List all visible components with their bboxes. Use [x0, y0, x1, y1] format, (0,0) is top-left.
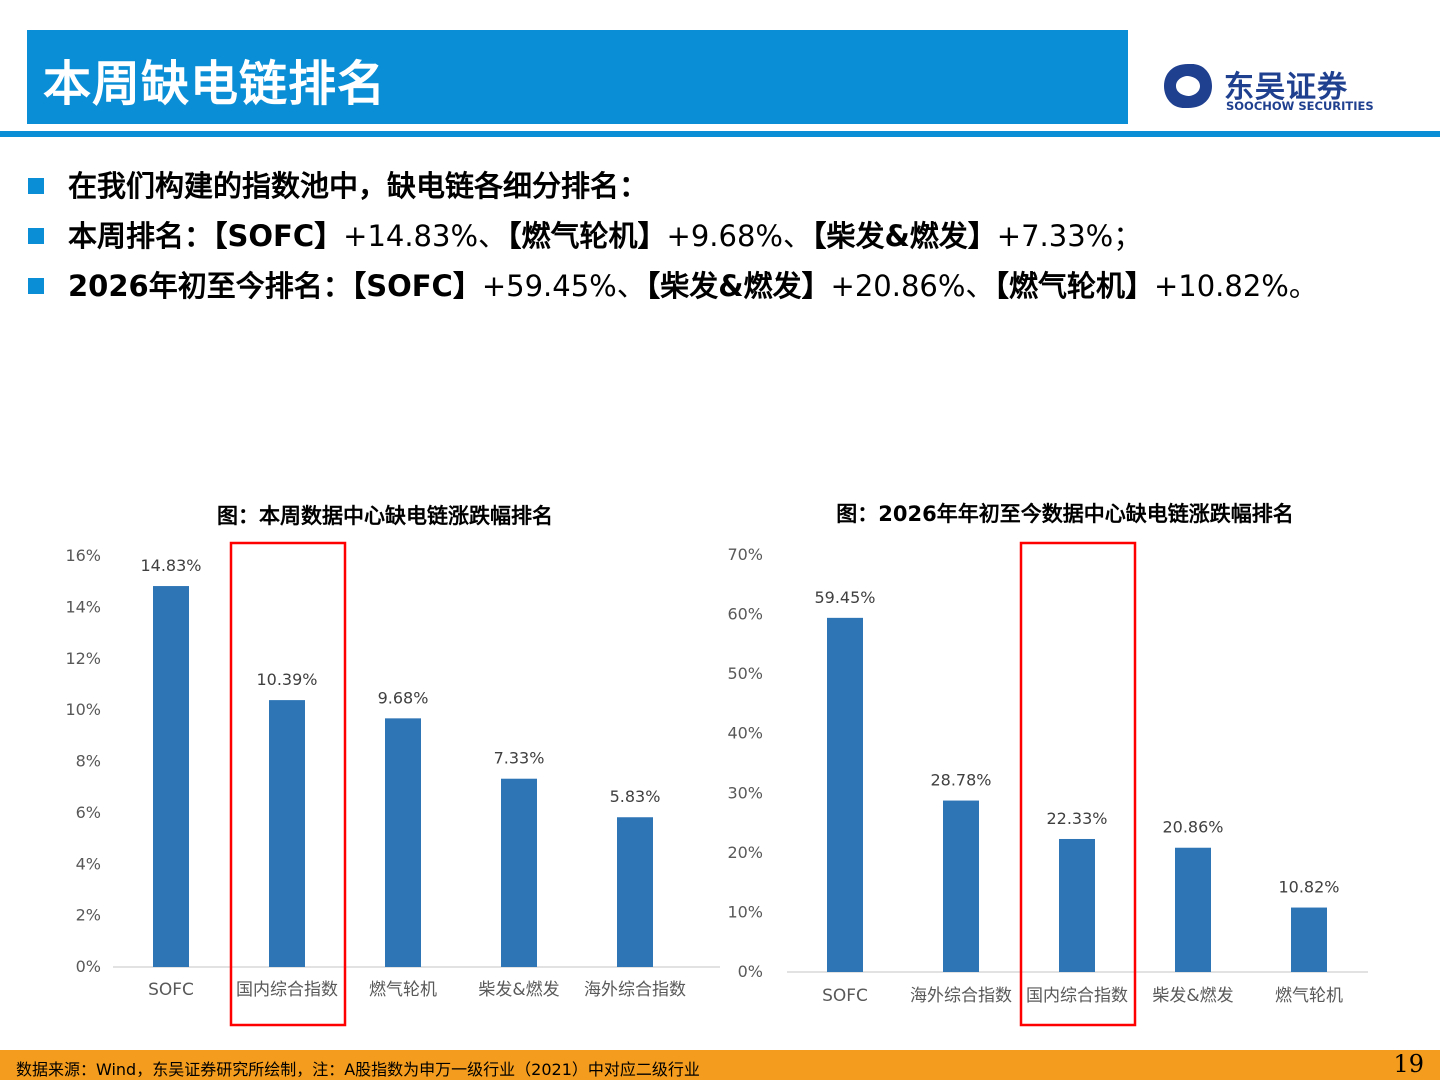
bullet-square-icon [28, 178, 44, 194]
bar [269, 700, 305, 967]
data-label: 10.82% [1278, 878, 1339, 897]
highlight-box [1019, 541, 1137, 1027]
data-label: 14.83% [140, 556, 201, 575]
bullet-text: 本周排名：【SOFC】+14.83%、【燃气轮机】+9.68%、【柴发&燃发】+… [68, 212, 1142, 260]
bullet-text-part: 【燃气轮机】 [994, 269, 1154, 303]
y-tick-label: 10% [65, 700, 101, 719]
x-tick-label: SOFC [822, 986, 868, 1006]
bar [617, 817, 653, 967]
data-label: 7.33% [494, 749, 545, 768]
bar [153, 586, 189, 967]
y-tick-label: 70% [727, 545, 763, 564]
y-tick-label: 2% [76, 906, 101, 925]
bullet-text-part: 【燃气轮机】 [507, 219, 667, 253]
bullet-list: 在我们构建的指数池中，缺电链各细分排名： 本周排名：【SOFC】+14.83%、… [28, 162, 1440, 312]
bullet-text-part: +14.83%、 [343, 219, 508, 253]
y-tick-label: 10% [727, 902, 763, 921]
bullet-text-part: 在我们构建的指数池中，缺电链各细分排名： [68, 169, 649, 203]
bullet-text-part: 本周排名：【SOFC】 [68, 219, 344, 253]
bullet-text-part: +59.45%、 [481, 269, 646, 303]
logo-name: 东吴证券 [1224, 70, 1348, 105]
data-label: 22.33% [1046, 809, 1107, 828]
y-tick-label: 4% [76, 854, 101, 873]
bar [1175, 847, 1211, 972]
x-tick-label: SOFC [148, 980, 194, 1000]
y-tick-label: 0% [76, 957, 101, 976]
title-bar: 本周缺电链排名 [27, 30, 1128, 124]
y-tick-label: 50% [727, 664, 763, 683]
x-tick-label: 柴发&燃发 [1152, 986, 1233, 1006]
bullet-text-part: +9.68%、 [666, 219, 812, 253]
data-label: 5.83% [610, 787, 661, 806]
page-number: 19 [1393, 1050, 1424, 1078]
data-label: 9.68% [378, 688, 429, 707]
bar [385, 718, 421, 967]
header-divider [0, 131, 1440, 137]
y-tick-label: 8% [76, 752, 101, 771]
bullet-text-part: +7.33%； [996, 219, 1143, 253]
y-tick-label: 0% [738, 962, 763, 981]
chart-title-ytd: 图：2026年年初至今数据中心缺电链涨跌幅排名 [836, 502, 1294, 526]
data-label: 20.86% [1162, 818, 1223, 837]
x-tick-label: 海外综合指数 [910, 986, 1012, 1006]
logo-mark-icon [1164, 64, 1212, 108]
bullet-text: 2026年初至今排名：【SOFC】+59.45%、【柴发&燃发】+20.86%、… [68, 262, 1318, 310]
x-tick-label: 海外综合指数 [584, 980, 686, 1000]
bullet-text: 在我们构建的指数池中，缺电链各细分排名： [68, 162, 648, 210]
bullet-text-part: 2026年初至今排名：【SOFC】 [68, 269, 482, 303]
chart-ytd: 0% 10% 20% 30% 40% 50% 60% 70% 59.45% SOFC 28.78% 海… [727, 541, 1368, 1027]
y-tick-label: 16% [65, 546, 101, 565]
bar [943, 800, 979, 972]
x-tick-label: 国内综合指数 [1026, 986, 1128, 1006]
y-tick-label: 30% [727, 783, 763, 802]
bullet-item: 本周排名：【SOFC】+14.83%、【燃气轮机】+9.68%、【柴发&燃发】+… [28, 212, 1440, 262]
y-tick-label: 40% [727, 724, 763, 743]
company-logo: 东吴证券 SOOCHOW SECURITIES [1160, 58, 1380, 118]
bar [1291, 907, 1327, 972]
bar [827, 617, 863, 972]
y-tick-label: 6% [76, 803, 101, 822]
x-tick-label: 燃气轮机 [369, 980, 437, 1000]
chart-weekly: 0% 2% 4% 6% 8% 10% 12% 14% 16% 14.83% SOFC 10.39% 国内… [65, 541, 720, 1027]
bullet-item: 在我们构建的指数池中，缺电链各细分排名： [28, 162, 1440, 212]
bullet-text-part: +20.86%、 [830, 269, 995, 303]
bar [501, 778, 537, 967]
y-tick-label: 20% [727, 843, 763, 862]
data-label: 59.45% [814, 588, 875, 607]
highlight-box [229, 541, 347, 1027]
y-tick-label: 12% [65, 649, 101, 668]
source-note: 数据来源：Wind，东吴证券研究所绘制，注：A股指数为申万一级行业（2021）中… [16, 1060, 700, 1079]
y-tick-label: 60% [727, 605, 763, 624]
y-tick-label: 14% [65, 597, 101, 616]
bar [1059, 838, 1095, 972]
footer-bar: 数据来源：Wind，东吴证券研究所绘制，注：A股指数为申万一级行业（2021）中… [0, 1050, 1440, 1080]
page-title: 本周缺电链排名 [43, 56, 387, 112]
x-tick-label: 柴发&燃发 [478, 980, 559, 1000]
bullet-text-part: +10.82%。 [1153, 269, 1318, 303]
x-tick-label: 国内综合指数 [236, 980, 338, 1000]
chart-title-weekly: 图：本周数据中心缺电链涨跌幅排名 [217, 504, 553, 528]
x-tick-label: 燃气轮机 [1275, 986, 1343, 1006]
logo-english-name: SOOCHOW SECURITIES [1226, 99, 1374, 113]
bullet-square-icon [28, 278, 44, 294]
bullet-text-part: 【柴发&燃发】 [811, 219, 997, 253]
bullet-text-part: 【柴发&燃发】 [645, 269, 831, 303]
bullet-square-icon [28, 228, 44, 244]
data-label: 28.78% [930, 771, 991, 790]
bullet-item: 2026年初至今排名：【SOFC】+59.45%、【柴发&燃发】+20.86%、… [28, 262, 1440, 312]
data-label: 10.39% [256, 670, 317, 689]
